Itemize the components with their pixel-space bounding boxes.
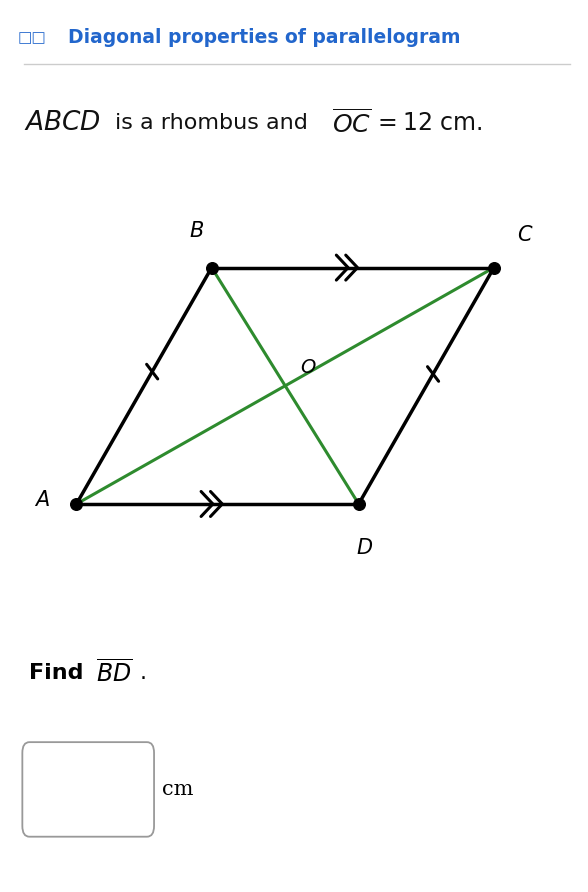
Text: □□: □□ [18, 30, 46, 45]
Text: $D$: $D$ [356, 538, 373, 558]
Text: Diagonal properties of parallelogram: Diagonal properties of parallelogram [68, 28, 460, 47]
Text: .: . [140, 664, 147, 683]
Point [72, 497, 81, 511]
Text: is a rhombus and: is a rhombus and [115, 113, 308, 133]
Point [489, 260, 499, 275]
Text: $B$: $B$ [189, 221, 205, 241]
Text: $\overline{OC}$: $\overline{OC}$ [332, 109, 372, 137]
Text: $A$: $A$ [34, 490, 50, 509]
Text: $C$: $C$ [517, 226, 534, 245]
Text: $O$: $O$ [300, 359, 316, 376]
Text: cm: cm [162, 780, 193, 799]
Text: $\overline{BD}$: $\overline{BD}$ [96, 660, 132, 687]
Text: $\it{ABCD}$: $\it{ABCD}$ [24, 110, 101, 136]
Text: Find: Find [29, 664, 84, 683]
Point [207, 260, 216, 275]
FancyBboxPatch shape [22, 742, 154, 837]
Point [354, 497, 363, 511]
Text: $= 12\ \mathrm{cm}.$: $= 12\ \mathrm{cm}.$ [373, 112, 483, 135]
